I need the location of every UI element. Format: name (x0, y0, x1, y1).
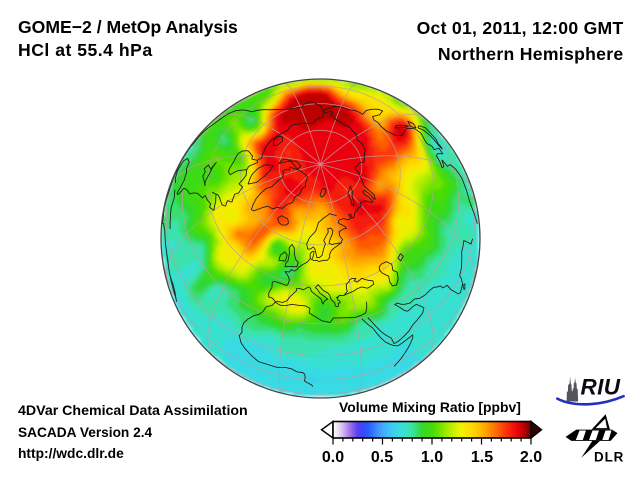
svg-text:DLR: DLR (594, 449, 624, 464)
svg-text:RIU: RIU (581, 374, 621, 399)
